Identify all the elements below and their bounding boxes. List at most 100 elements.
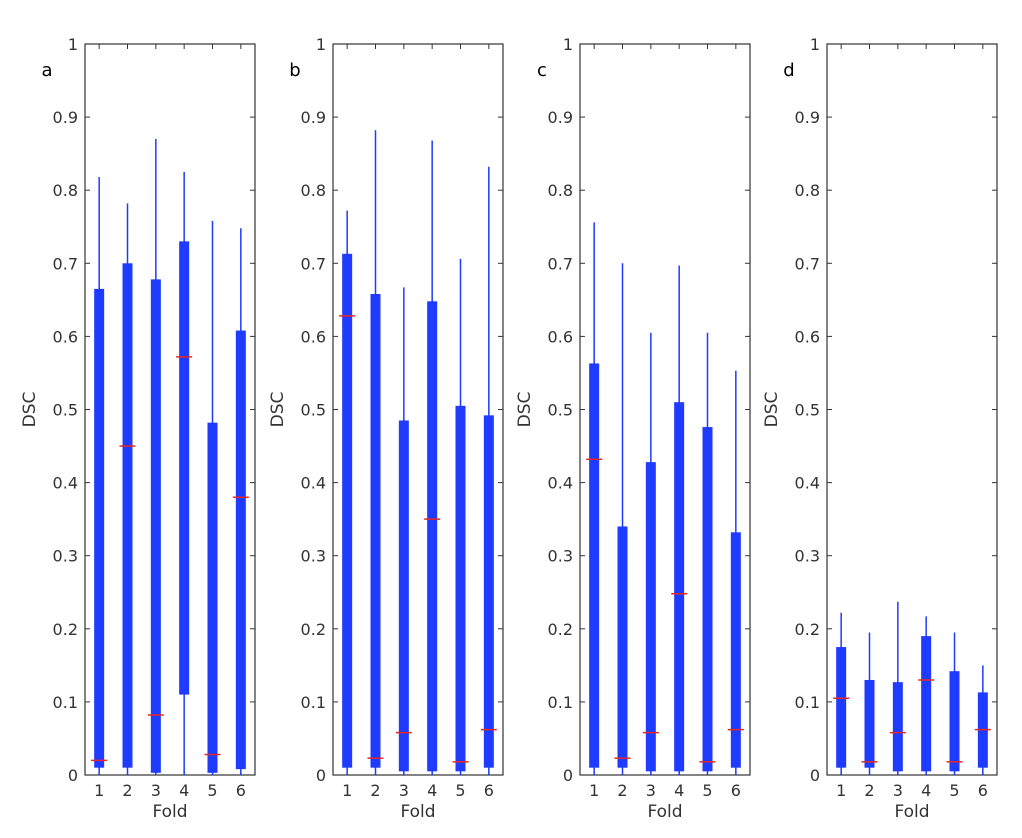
box-fold-1 — [94, 288, 105, 768]
box-fold-4 — [921, 636, 932, 772]
box-fold-6 — [235, 330, 246, 770]
y-tick-label: 0.3 — [301, 547, 326, 566]
y-tick-label: 0.5 — [795, 401, 820, 420]
y-tick-label: 0.9 — [301, 108, 326, 127]
x-tick-label: 1 — [94, 781, 104, 800]
x-axis-label: Fold — [400, 802, 435, 822]
y-axis-label: DSC — [762, 392, 782, 428]
x-tick-label: 3 — [646, 781, 656, 800]
y-tick-label: 0.2 — [301, 620, 326, 639]
y-tick-label: 0.1 — [53, 693, 78, 712]
x-axis-label: Fold — [152, 802, 187, 822]
x-tick-label: 1 — [589, 781, 599, 800]
y-tick-label: 0 — [563, 766, 573, 785]
x-tick-label: 5 — [455, 781, 465, 800]
y-tick-label: 0.4 — [53, 474, 78, 493]
box-fold-2 — [864, 679, 875, 768]
plot-frame — [579, 43, 751, 776]
x-tick-label: 4 — [921, 781, 931, 800]
x-tick-label: 3 — [399, 781, 409, 800]
x-tick-label: 6 — [484, 781, 494, 800]
y-tick-label: 0.4 — [301, 474, 326, 493]
chart-panel-c: 00.10.20.30.40.50.60.70.80.911 2 3 4 5 6cFold… — [515, 35, 751, 822]
x-tick-label: 2 — [122, 781, 132, 800]
y-tick-label: 1 — [810, 35, 820, 54]
y-tick-label: 0.1 — [795, 693, 820, 712]
x-tick-label: 6 — [236, 781, 246, 800]
x-tick-label: 1 — [342, 781, 352, 800]
x-tick-label: 6 — [978, 781, 988, 800]
box-fold-3 — [150, 279, 161, 773]
chart-panel-a: 00.10.20.30.40.50.60.70.80.911 2 3 4 5 6aFold… — [20, 35, 256, 822]
plot-frame — [826, 43, 998, 776]
x-tick-label: 2 — [370, 781, 380, 800]
box-fold-3 — [398, 420, 409, 772]
y-axis-label: DSC — [515, 392, 535, 428]
box-fold-4 — [427, 301, 438, 772]
y-tick-label: 0.9 — [548, 108, 573, 127]
chart-panel-b: 00.10.20.30.40.50.60.70.80.911 2 3 4 5 6bFold… — [268, 35, 504, 822]
y-tick-label: 0.5 — [53, 401, 78, 420]
y-tick-label: 0 — [68, 766, 78, 785]
y-tick-label: 0.9 — [795, 108, 820, 127]
box-fold-6 — [483, 415, 494, 768]
y-tick-label: 1 — [68, 35, 78, 54]
y-axis-label: DSC — [268, 392, 288, 428]
box-fold-3 — [892, 682, 903, 772]
x-tick-label: 3 — [893, 781, 903, 800]
box-fold-5 — [949, 671, 960, 772]
x-tick-label: 4 — [179, 781, 189, 800]
y-tick-label: 0.3 — [53, 547, 78, 566]
x-tick-label: 2 — [617, 781, 627, 800]
box-fold-1 — [836, 647, 847, 768]
y-tick-label: 0.4 — [795, 474, 820, 493]
x-tick-label: 4 — [674, 781, 684, 800]
box-fold-2 — [122, 263, 133, 768]
y-tick-label: 0.1 — [548, 693, 573, 712]
y-tick-label: 0.6 — [795, 327, 820, 346]
y-tick-label: 0 — [810, 766, 820, 785]
y-tick-label: 0 — [316, 766, 326, 785]
box-fold-1 — [589, 363, 600, 768]
x-tick-label: 3 — [151, 781, 161, 800]
y-tick-label: 0.3 — [795, 547, 820, 566]
y-tick-label: 0.8 — [53, 181, 78, 200]
y-tick-label: 0.2 — [53, 620, 78, 639]
panel-label: d — [783, 60, 794, 81]
y-tick-label: 0.8 — [548, 181, 573, 200]
y-tick-label: 0.7 — [301, 254, 326, 273]
box-fold-1 — [342, 253, 353, 768]
panel-label: a — [41, 60, 52, 81]
x-tick-label: 1 — [836, 781, 846, 800]
y-tick-label: 0.7 — [53, 254, 78, 273]
y-tick-label: 0.5 — [548, 401, 573, 420]
panel-label: c — [537, 60, 547, 81]
y-tick-label: 0.6 — [53, 327, 78, 346]
y-tick-label: 0.8 — [795, 181, 820, 200]
y-tick-label: 0.8 — [301, 181, 326, 200]
plot-frame — [332, 43, 504, 776]
plot-frame — [84, 43, 256, 776]
y-tick-label: 0.3 — [548, 547, 573, 566]
x-tick-label: 6 — [731, 781, 741, 800]
y-tick-label: 0.6 — [548, 327, 573, 346]
box-fold-2 — [617, 526, 628, 768]
y-tick-label: 0.9 — [53, 108, 78, 127]
box-fold-5 — [207, 422, 218, 773]
box-fold-5 — [702, 427, 713, 772]
box-fold-3 — [645, 462, 656, 772]
y-tick-label: 1 — [316, 35, 326, 54]
box-fold-4 — [179, 241, 190, 695]
x-tick-label: 5 — [207, 781, 217, 800]
x-tick-label: 2 — [864, 781, 874, 800]
box-fold-2 — [370, 294, 381, 768]
y-tick-label: 0.4 — [548, 474, 573, 493]
y-tick-label: 0.6 — [301, 327, 326, 346]
chart-panel-d: 00.10.20.30.40.50.60.70.80.911 2 3 4 5 6dFold… — [762, 35, 998, 822]
y-tick-label: 0.7 — [795, 254, 820, 273]
y-tick-label: 1 — [563, 35, 573, 54]
y-tick-label: 0.2 — [548, 620, 573, 639]
x-tick-label: 4 — [427, 781, 437, 800]
y-tick-label: 0.1 — [301, 693, 326, 712]
y-axis-label: DSC — [20, 392, 40, 428]
